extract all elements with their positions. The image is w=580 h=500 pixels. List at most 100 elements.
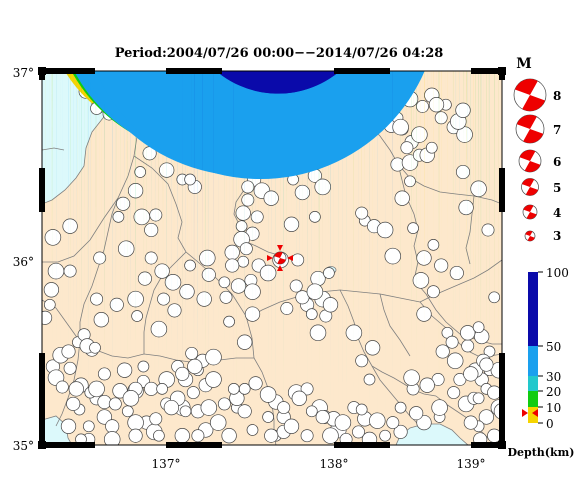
event-blue (221, 71, 405, 444)
event-darkblue (227, 71, 337, 395)
event-yellow (131, 71, 279, 322)
event-yellow (416, 71, 429, 113)
event-blue (116, 71, 346, 378)
event-green (241, 71, 255, 194)
event-blue (361, 71, 378, 445)
event-green (394, 71, 407, 414)
event-blue (217, 71, 366, 411)
event-yellow (239, 71, 253, 256)
event-green (407, 71, 419, 234)
event-cyan (483, 71, 496, 358)
event-blue (186, 71, 363, 400)
ise-bay (42, 415, 73, 445)
main-shock-beachball (273, 251, 287, 265)
event-blue (262, 71, 365, 423)
event-green (409, 71, 424, 421)
depth-band-10-20 (528, 391, 538, 407)
event-green (447, 71, 461, 400)
event-blue (153, 71, 415, 442)
event-cyan (472, 71, 485, 334)
magnitude-label-3: 3 (553, 229, 561, 243)
event-yellow (427, 71, 440, 251)
depth-scale-ticks (538, 271, 543, 424)
focal-mechanism-events (42, 71, 502, 445)
magnitude-symbol (524, 230, 536, 242)
depth-label-30: 30 (546, 370, 561, 384)
event-cyan (446, 71, 464, 370)
event-yellow (434, 71, 449, 273)
lat-label-36: 36° (13, 255, 34, 269)
depth-band-20-30 (528, 376, 538, 391)
event-yellow (416, 71, 432, 431)
event-cyan (463, 71, 479, 382)
lon-label-139: 139° (457, 457, 486, 471)
depth-axis-label: Depth(km) (508, 446, 575, 459)
lat-label-35: 35° (13, 439, 34, 453)
event-cyan (460, 71, 476, 341)
magnitude-label-6: 6 (553, 155, 561, 169)
depth-scale-mainshock-marker (522, 409, 538, 417)
event-green (481, 71, 495, 237)
event-yellow (401, 71, 419, 171)
event-green (109, 71, 273, 312)
magnitude-label-5: 5 (553, 181, 561, 195)
event-yellow (404, 71, 416, 188)
event-yellow (112, 71, 125, 223)
magnitude-label-7: 7 (553, 123, 561, 137)
event-cyan (445, 71, 459, 349)
event-yellow (90, 71, 268, 306)
event-green (309, 71, 321, 223)
event-yellow (411, 71, 428, 143)
event-blue (315, 71, 330, 425)
event-yellow (426, 71, 440, 299)
event-darkblue (384, 71, 402, 265)
event-yellow (428, 71, 445, 113)
depth-label-10: 10 (546, 401, 561, 415)
event-green (455, 71, 471, 118)
depth-label-0: 0 (546, 417, 554, 431)
event-cyan (479, 71, 494, 372)
event-green (431, 71, 448, 416)
depth-band-0-10 (528, 407, 538, 423)
magnitude-label-8: 8 (553, 89, 561, 103)
event-yellow (116, 71, 131, 211)
event-blue (163, 71, 382, 416)
event-darkblue (187, 71, 328, 375)
event-green (449, 71, 464, 281)
depth-label-50: 50 (546, 340, 561, 354)
event-blue (205, 71, 337, 388)
event-blue (122, 71, 377, 407)
event-green (199, 71, 216, 267)
event-blue (334, 71, 352, 431)
event-darkblue (205, 71, 222, 366)
event-green (455, 71, 471, 180)
event-yellow (364, 71, 381, 356)
main-shock-marker (267, 245, 293, 271)
event-blue (352, 71, 365, 439)
event-blue (200, 71, 376, 416)
magnitude-symbol (521, 178, 539, 196)
map-title: Period:2004/07/26 00:00−−2014/07/26 04:2… (115, 46, 444, 61)
main-shock-arrows (267, 245, 293, 271)
magnitude-symbol (515, 114, 545, 144)
event-green (306, 71, 324, 300)
event-blue (393, 71, 408, 439)
depth-color-scale: 100 50 30 20 10 0 Depth(km) (508, 266, 575, 459)
magnitude-legend: M 8 7 6 5 4 3 (513, 56, 561, 243)
event-blue (237, 71, 367, 419)
event-green (419, 71, 435, 393)
event-yellow (137, 71, 152, 286)
event-green (283, 71, 300, 232)
event-darkblue (175, 71, 340, 381)
map-panel (38, 67, 506, 449)
event-green (473, 71, 488, 445)
event-yellow (241, 71, 255, 207)
event-cyan (355, 71, 368, 416)
event-blue (248, 71, 263, 391)
depth-band-50-100 (528, 272, 538, 346)
depth-label-100: 100 (546, 266, 569, 280)
event-yellow (435, 71, 450, 359)
map-frame (38, 67, 506, 449)
event-green (400, 71, 414, 155)
